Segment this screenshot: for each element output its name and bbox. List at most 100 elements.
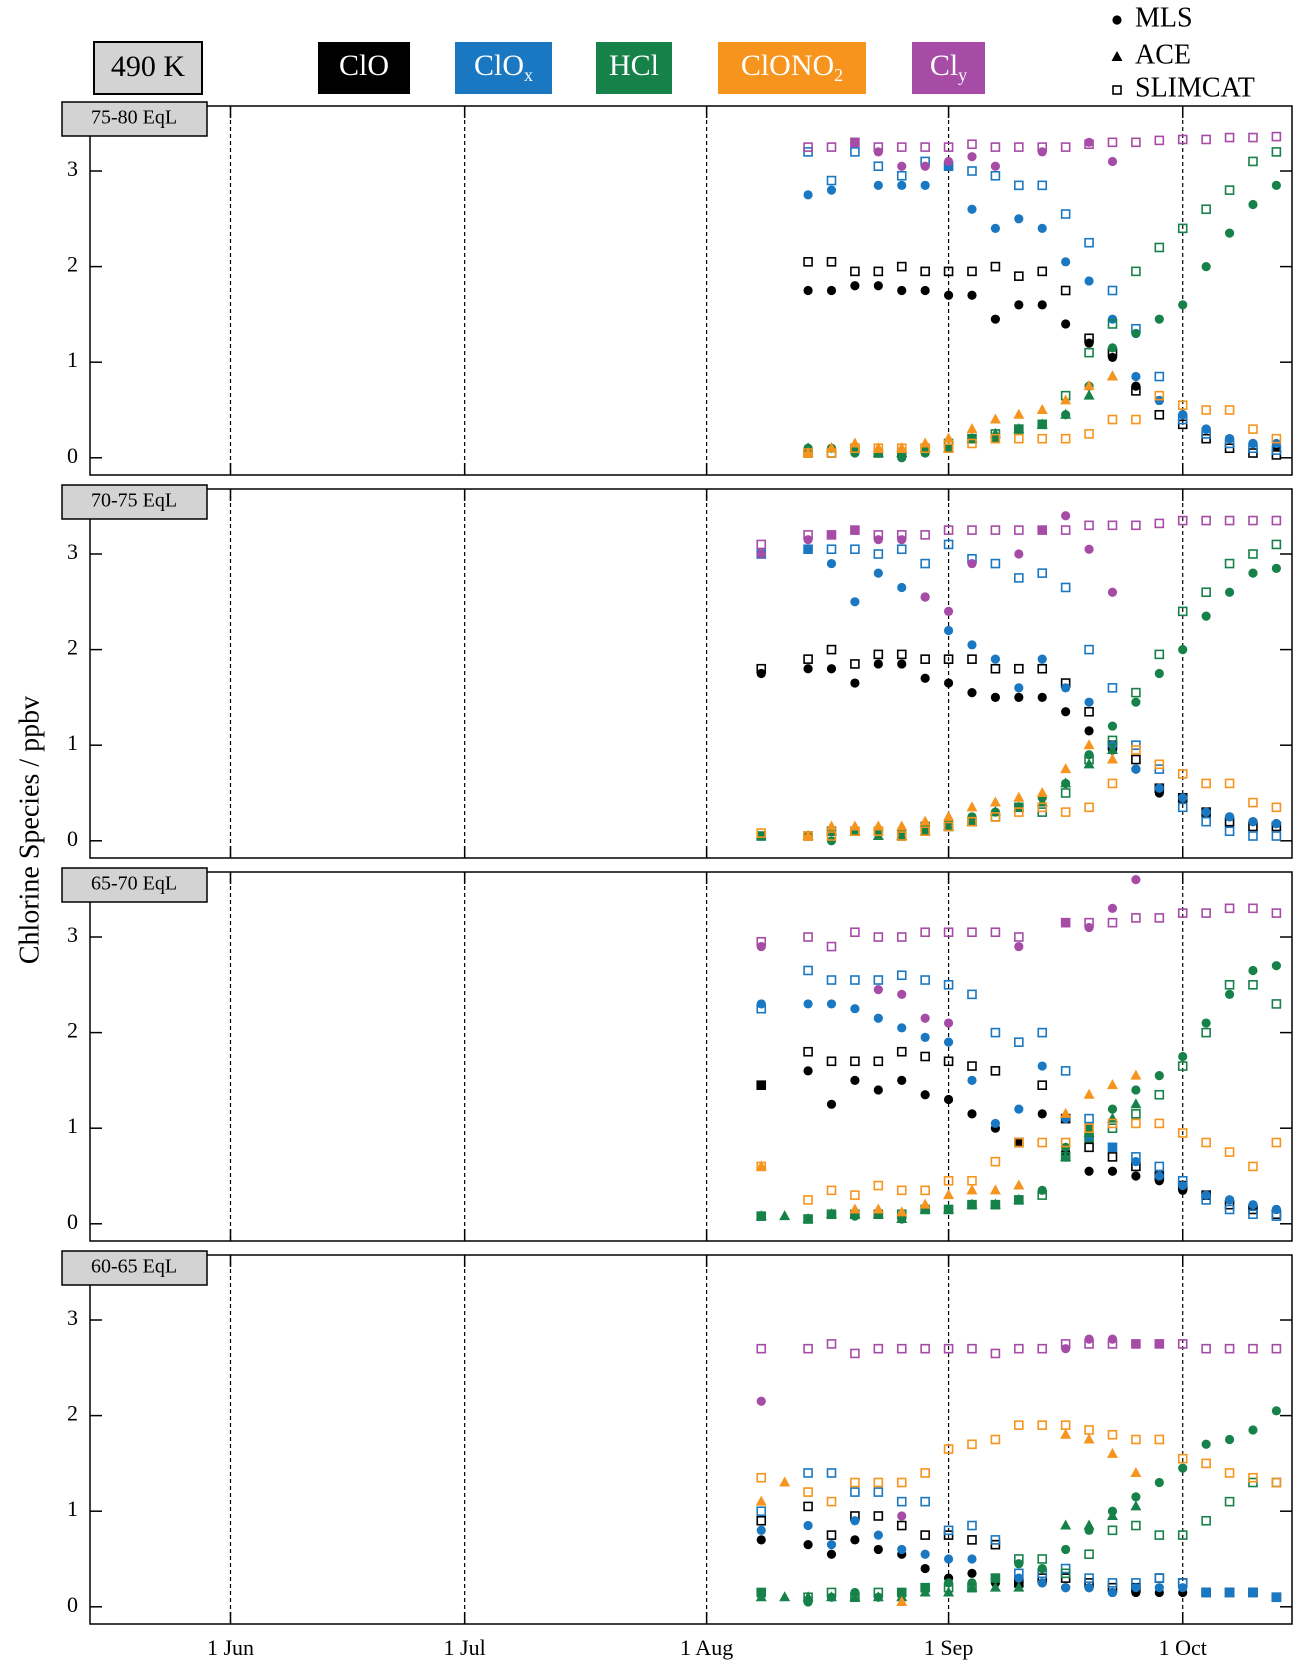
slimcat-point	[1248, 1472, 1258, 1483]
slimcat-point	[1014, 180, 1024, 191]
mls-point	[1084, 750, 1094, 760]
slimcat-point	[896, 170, 907, 181]
slimcat-point	[920, 1051, 930, 1062]
ace-point	[1130, 1098, 1142, 1109]
mls-point	[1131, 875, 1141, 885]
slimcat-point	[1014, 525, 1024, 535]
ace-point	[919, 1586, 931, 1597]
slimcat-point	[1271, 147, 1282, 157]
slimcat-point	[1201, 778, 1211, 789]
slimcat-point	[920, 654, 930, 664]
ace-point	[966, 815, 978, 826]
slimcat-point	[943, 1343, 954, 1354]
mls-point	[897, 989, 907, 999]
slimcat-point	[850, 1477, 860, 1488]
mls-point	[1178, 1180, 1188, 1191]
slimcat-point	[803, 1046, 813, 1057]
mls-point	[826, 285, 837, 296]
slimcat-point	[943, 266, 954, 277]
mls-point	[1178, 300, 1188, 310]
mls-point	[756, 831, 766, 841]
mls-point	[943, 1554, 954, 1564]
slimcat-point	[803, 257, 813, 267]
mls-point	[1154, 668, 1164, 679]
slimcat-point	[826, 941, 837, 952]
slimcat-point	[1154, 1573, 1165, 1583]
ace-point	[1106, 1079, 1118, 1090]
slimcat-point	[1107, 1578, 1118, 1588]
slimcat-point	[1177, 134, 1188, 145]
slimcat-point	[1154, 1118, 1165, 1129]
mls-point	[756, 1396, 766, 1406]
mls-point	[1037, 1185, 1047, 1195]
slimcat-point	[1201, 1515, 1211, 1526]
slimcat-point	[826, 1530, 837, 1540]
ace-point	[1036, 418, 1048, 429]
slimcat-point	[990, 1434, 1001, 1445]
mls-point	[756, 999, 766, 1009]
mls-point	[1131, 1085, 1141, 1095]
ace-point	[989, 1184, 1001, 1195]
slimcat-point	[803, 1468, 813, 1478]
mls-point	[1201, 611, 1211, 621]
y-tick-label: 2	[67, 635, 78, 660]
slimcat-point	[1084, 1113, 1094, 1124]
panel-title-box	[61, 867, 208, 903]
mls-point	[850, 1075, 860, 1085]
mls-point	[1271, 563, 1281, 573]
mls-point	[1248, 568, 1258, 578]
y-tick-label: 1	[67, 1113, 78, 1138]
ace-point	[1106, 370, 1118, 381]
slimcat-point	[1131, 1520, 1141, 1531]
slimcat-point	[1107, 1118, 1118, 1129]
mls-point	[1014, 214, 1024, 224]
slimcat-point	[920, 1530, 930, 1540]
mls-point	[1107, 1104, 1118, 1114]
slimcat-point	[756, 828, 767, 838]
mls-point	[756, 1080, 766, 1090]
mls-point	[1224, 1587, 1235, 1598]
mls-point	[897, 1544, 907, 1555]
slimcat-point	[756, 1515, 767, 1526]
mls-point	[1107, 352, 1118, 363]
slimcat-point	[1271, 539, 1282, 550]
ace-point	[1083, 1433, 1095, 1444]
mls-point	[1271, 1204, 1281, 1215]
slimcat-point	[1224, 1147, 1235, 1157]
slimcat-point	[1154, 649, 1165, 660]
mls-point	[1131, 697, 1141, 707]
ace-point	[755, 1160, 767, 1171]
slimcat-point	[896, 142, 907, 152]
ace-point	[896, 820, 908, 831]
slimcat-point	[1154, 913, 1165, 923]
species-legend-box	[455, 42, 552, 94]
ace-point	[755, 1591, 767, 1602]
ace-point	[872, 820, 884, 831]
y-tick-label: 0	[67, 443, 78, 468]
slimcat-point	[756, 1506, 767, 1516]
slimcat-point	[1037, 1343, 1048, 1354]
mls-point	[1037, 147, 1047, 157]
mls-point	[803, 664, 813, 674]
slimcat-point	[803, 932, 813, 942]
mls-point	[1248, 1587, 1258, 1598]
slimcat-point	[1177, 400, 1188, 411]
mls-point	[943, 1094, 954, 1105]
mls-point	[1131, 328, 1141, 339]
mls-point	[967, 1075, 977, 1085]
y-tick-label: 3	[67, 539, 78, 564]
slimcat-point	[920, 826, 930, 837]
slimcat-point	[1224, 1496, 1235, 1507]
mls-point	[1084, 922, 1094, 933]
mls-point	[1201, 424, 1211, 434]
mls-point	[1248, 438, 1258, 449]
panel-title: 60-65 EqL	[91, 1256, 177, 1278]
slimcat-point	[896, 1477, 907, 1488]
ace-point	[1013, 423, 1025, 434]
slimcat-point	[873, 1487, 884, 1497]
ace-point	[966, 1184, 978, 1195]
slimcat-point	[826, 975, 837, 985]
mls-point	[967, 1568, 977, 1578]
mls-point	[1107, 721, 1118, 731]
